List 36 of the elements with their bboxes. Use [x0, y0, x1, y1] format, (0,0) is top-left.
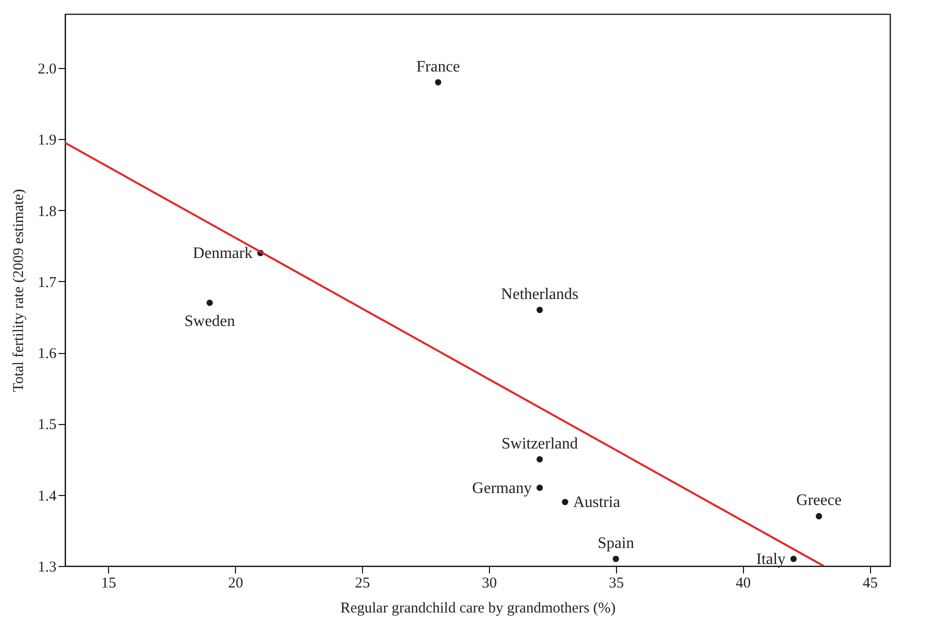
x-tick-label: 30	[482, 576, 497, 592]
point	[562, 498, 568, 506]
x-tick-label: 25	[355, 576, 370, 592]
point	[816, 513, 822, 520]
y-tick-label: 1.9	[38, 132, 56, 149]
annotation: Denmark	[192, 245, 252, 262]
y-tick-label: 1.8	[38, 204, 56, 220]
x-tick-label: 20	[228, 576, 244, 592]
y-tick-label: 1.7	[38, 274, 57, 291]
annotation: Italy	[756, 550, 786, 568]
annotation: Sweden	[184, 312, 236, 330]
y-tick-label: 1.5	[38, 417, 56, 434]
x-tick-label: 45	[862, 576, 878, 592]
y-tick-label: 1.4	[38, 488, 57, 504]
point	[536, 484, 543, 491]
annotation: Greece	[796, 492, 842, 510]
x-tick-label: 40	[736, 576, 751, 592]
point	[790, 556, 797, 562]
x-tick-label: 35	[608, 576, 624, 592]
point	[536, 456, 543, 462]
annotation: France	[416, 58, 460, 76]
point	[434, 79, 442, 86]
annotation: Spain	[598, 534, 634, 552]
y-tick-label: 2.0	[38, 62, 56, 78]
y-tick-label: 1.6	[38, 346, 57, 362]
y-axis-title: Total fertility rate (2009 estimate)	[10, 188, 27, 392]
x-tick-label: 15	[101, 576, 116, 592]
point	[612, 556, 620, 562]
annotation: Germany	[472, 480, 532, 497]
x-axis-title: Regular grandchild care by grandmothers (%)	[340, 600, 616, 616]
y-tick-label: 1.3	[38, 560, 56, 576]
point	[206, 300, 213, 306]
annotation: Netherlands	[501, 286, 578, 303]
annotation: Switzerland	[501, 435, 578, 452]
annotation: Austria	[573, 494, 620, 511]
point	[536, 306, 543, 314]
